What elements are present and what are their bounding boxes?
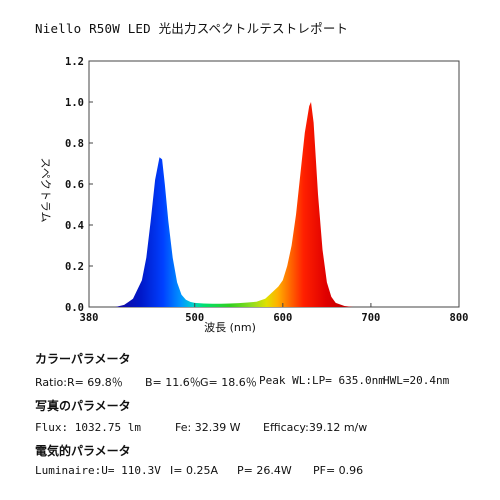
y-tick-label: 1.2: [65, 56, 84, 68]
y-axis-label: スペクトラム: [39, 158, 52, 223]
electrical-parameters-heading: 電気的パラメータ: [35, 444, 131, 458]
spectrum-area: [115, 102, 354, 307]
y-tick-label: 1.0: [65, 97, 84, 109]
y-tick-label: 0.4: [65, 220, 84, 232]
power-value: P= 26.4W: [237, 464, 292, 477]
x-tick-label: 800: [450, 312, 469, 324]
ratio-r-value: Ratio:R= 69.8％: [35, 376, 123, 389]
x-tick-label: 700: [361, 312, 380, 324]
current-value: I= 0.25A: [170, 464, 218, 477]
x-axis-label: 波長 (nm): [204, 321, 256, 334]
y-tick-label: 0.0: [65, 302, 84, 314]
x-tick-label: 600: [273, 312, 292, 324]
y-tick-label: 0.8: [65, 138, 84, 150]
spectrum-chart: 0.0 0.2 0.4 0.6 0.8 1.0 1.2 380 500 600 700 800 波長 …: [39, 56, 469, 334]
x-tick-label: 500: [185, 312, 204, 324]
x-tick-label: 380: [80, 312, 99, 324]
flux-value: Flux: 1032.75 lm: [35, 421, 141, 434]
color-parameters-heading: カラーパラメータ: [35, 352, 131, 366]
peak-wavelength-value: Peak WL:LP= 635.0nm: [259, 374, 385, 387]
ratio-g-value: G= 18.6％: [200, 376, 257, 389]
fe-value: Fe: 32.39 W: [175, 421, 241, 434]
power-factor-value: PF= 0.96: [313, 464, 364, 477]
efficacy-value: Efficacy:39.12 m/w: [263, 421, 368, 434]
y-tick-label: 0.2: [65, 261, 84, 273]
voltage-value: Luminaire:U= 110.3V: [35, 464, 161, 477]
ratio-b-value: B= 11.6％: [145, 376, 201, 389]
y-tick-label: 0.6: [65, 179, 84, 191]
report-title: Niello R50W LED 光出力スペクトルテストレポート: [35, 21, 349, 36]
half-width-value: HWL=20.4nm: [383, 374, 450, 387]
photo-parameters-heading: 写真のパラメータ: [35, 399, 131, 413]
